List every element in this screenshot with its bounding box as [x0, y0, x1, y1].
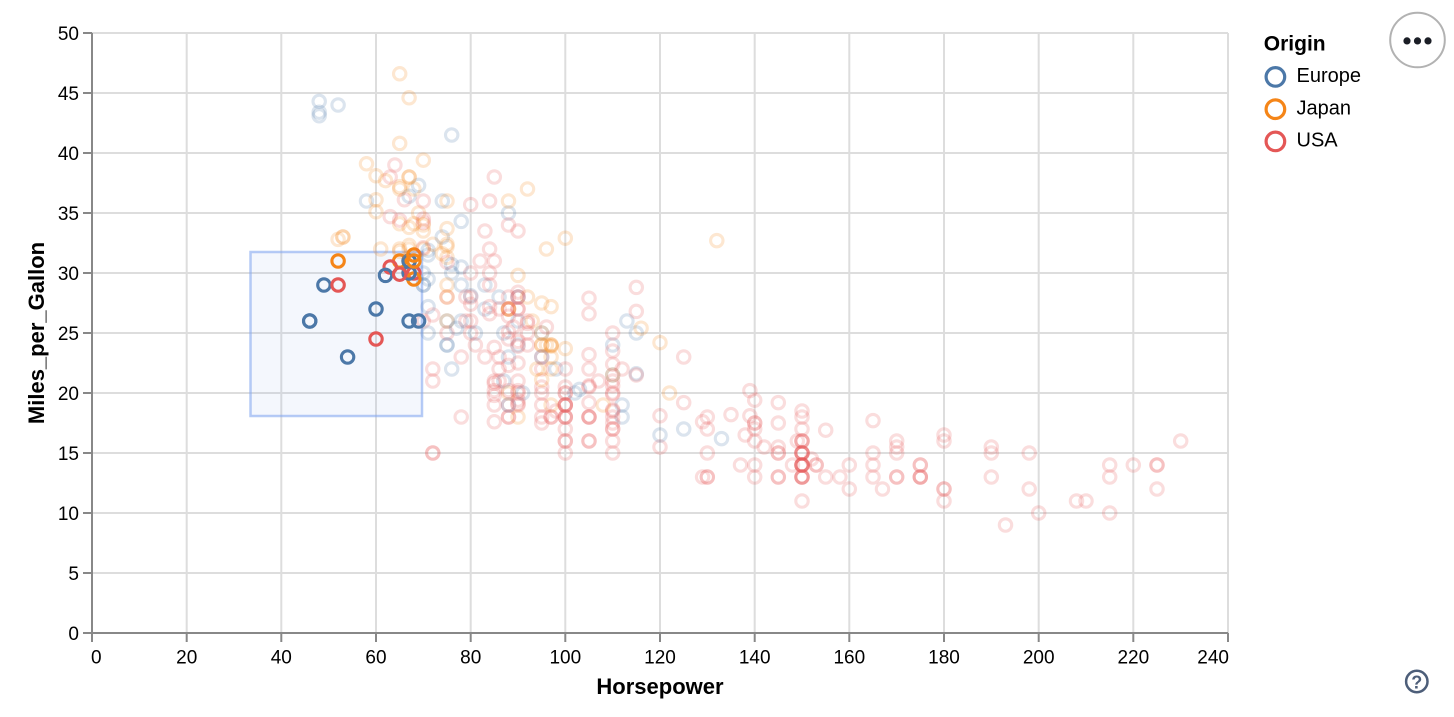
- svg-text:35: 35: [58, 204, 79, 225]
- svg-text:Miles_per_Gallon: Miles_per_Gallon: [24, 242, 49, 424]
- svg-text:Horsepower: Horsepower: [596, 674, 724, 699]
- svg-text:120: 120: [644, 648, 676, 669]
- svg-text:40: 40: [271, 648, 292, 669]
- svg-text:0: 0: [91, 648, 102, 669]
- svg-text:60: 60: [365, 648, 386, 669]
- svg-text:15: 15: [58, 444, 79, 465]
- svg-text:Europe: Europe: [1297, 65, 1362, 87]
- svg-text:25: 25: [58, 324, 79, 345]
- svg-text:180: 180: [928, 648, 960, 669]
- svg-text:160: 160: [833, 648, 865, 669]
- svg-text:40: 40: [58, 144, 79, 165]
- svg-text:100: 100: [549, 648, 581, 669]
- svg-text:10: 10: [58, 504, 79, 525]
- svg-text:Origin: Origin: [1264, 33, 1326, 56]
- svg-text:30: 30: [58, 264, 79, 285]
- svg-text:20: 20: [58, 384, 79, 405]
- svg-text:?: ?: [1411, 673, 1422, 693]
- svg-text:220: 220: [1117, 648, 1149, 669]
- svg-text:80: 80: [460, 648, 481, 669]
- svg-text:5: 5: [68, 564, 79, 585]
- svg-text:0: 0: [68, 624, 79, 645]
- svg-text:200: 200: [1023, 648, 1055, 669]
- svg-text:20: 20: [176, 648, 197, 669]
- svg-text:Japan: Japan: [1297, 97, 1352, 119]
- svg-text:USA: USA: [1297, 130, 1339, 152]
- svg-text:50: 50: [58, 24, 79, 45]
- svg-text:140: 140: [739, 648, 771, 669]
- svg-text:45: 45: [58, 84, 79, 105]
- svg-text:240: 240: [1197, 648, 1229, 669]
